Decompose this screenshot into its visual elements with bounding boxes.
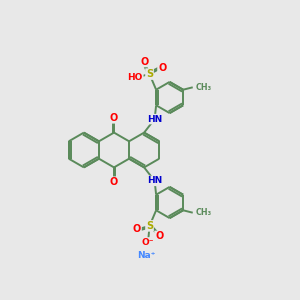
- Text: HN: HN: [147, 176, 162, 185]
- Text: O⁻: O⁻: [142, 238, 154, 247]
- Text: HN: HN: [147, 115, 162, 124]
- Text: O: O: [158, 62, 166, 73]
- Text: HO: HO: [128, 73, 143, 82]
- Text: O: O: [110, 113, 118, 123]
- Text: O: O: [155, 231, 163, 242]
- Text: O: O: [133, 224, 141, 235]
- Text: Na⁺: Na⁺: [137, 251, 156, 260]
- Text: CH₃: CH₃: [196, 83, 212, 92]
- Text: S: S: [146, 221, 153, 231]
- Text: CH₃: CH₃: [196, 208, 212, 217]
- Text: O: O: [110, 177, 118, 187]
- Text: O: O: [140, 56, 148, 67]
- Text: S: S: [146, 69, 153, 79]
